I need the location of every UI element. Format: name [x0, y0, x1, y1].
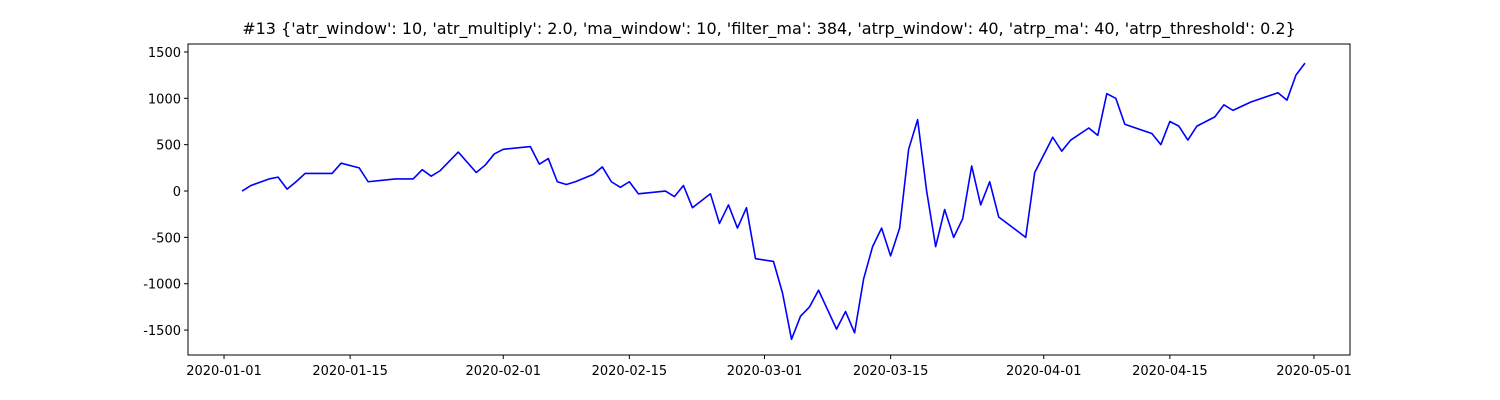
y-tick-label: 500	[156, 139, 181, 154]
chart-title: #13 {'atr_window': 10, 'atr_multiply': 2…	[242, 19, 1296, 39]
x-tick-label: 2020-01-15	[312, 364, 388, 379]
y-tick-label: -500	[151, 231, 181, 246]
x-tick-label: 2020-04-15	[1132, 364, 1208, 379]
x-tick-label: 2020-02-01	[465, 364, 541, 379]
x-tick-label: 2020-04-01	[1006, 364, 1082, 379]
x-tick-label: 2020-01-01	[186, 364, 262, 379]
axes-frame	[187, 43, 1351, 356]
data-line	[241, 62, 1306, 341]
y-tick-label: 1500	[148, 46, 181, 61]
x-tick-label: 2020-05-01	[1276, 364, 1352, 379]
x-tick-label: 2020-03-01	[727, 364, 803, 379]
y-tick-label: -1500	[143, 324, 181, 339]
y-tick-label: 1000	[148, 92, 181, 107]
x-tick-label: 2020-02-15	[592, 364, 668, 379]
y-tick-label: 0	[173, 185, 181, 200]
y-tick-label: -1000	[143, 278, 181, 293]
x-tick-label: 2020-03-15	[853, 364, 929, 379]
